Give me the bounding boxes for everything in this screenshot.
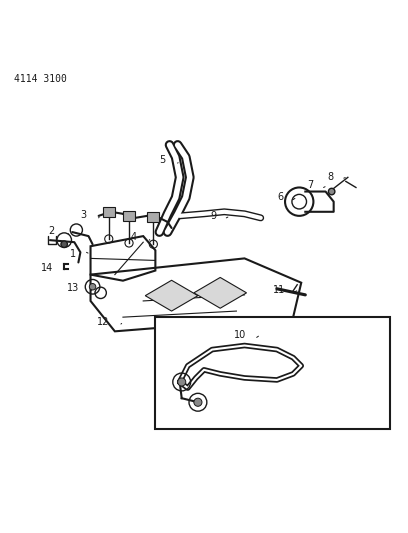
- Text: 1: 1: [70, 249, 76, 260]
- Text: 12: 12: [97, 317, 110, 327]
- Text: 13: 13: [67, 284, 80, 293]
- Bar: [123, 211, 135, 221]
- Bar: [103, 207, 115, 216]
- Circle shape: [328, 188, 335, 195]
- Bar: [155, 317, 390, 429]
- Circle shape: [194, 398, 202, 406]
- Text: 2: 2: [48, 226, 54, 236]
- Text: 7: 7: [307, 181, 313, 190]
- Circle shape: [89, 284, 96, 290]
- Text: 3: 3: [80, 209, 86, 220]
- Polygon shape: [194, 278, 246, 308]
- Text: 11: 11: [273, 285, 285, 295]
- Circle shape: [61, 241, 67, 247]
- Text: 6: 6: [277, 192, 283, 202]
- Text: 9: 9: [210, 211, 216, 221]
- Text: 4: 4: [131, 232, 137, 243]
- Text: 8: 8: [328, 172, 334, 182]
- Text: 4114 3100: 4114 3100: [13, 74, 67, 84]
- Text: 10: 10: [234, 329, 246, 340]
- Bar: [147, 212, 160, 222]
- Text: 5: 5: [159, 155, 166, 165]
- Circle shape: [177, 378, 186, 386]
- Polygon shape: [145, 280, 198, 311]
- Text: 14: 14: [41, 263, 53, 273]
